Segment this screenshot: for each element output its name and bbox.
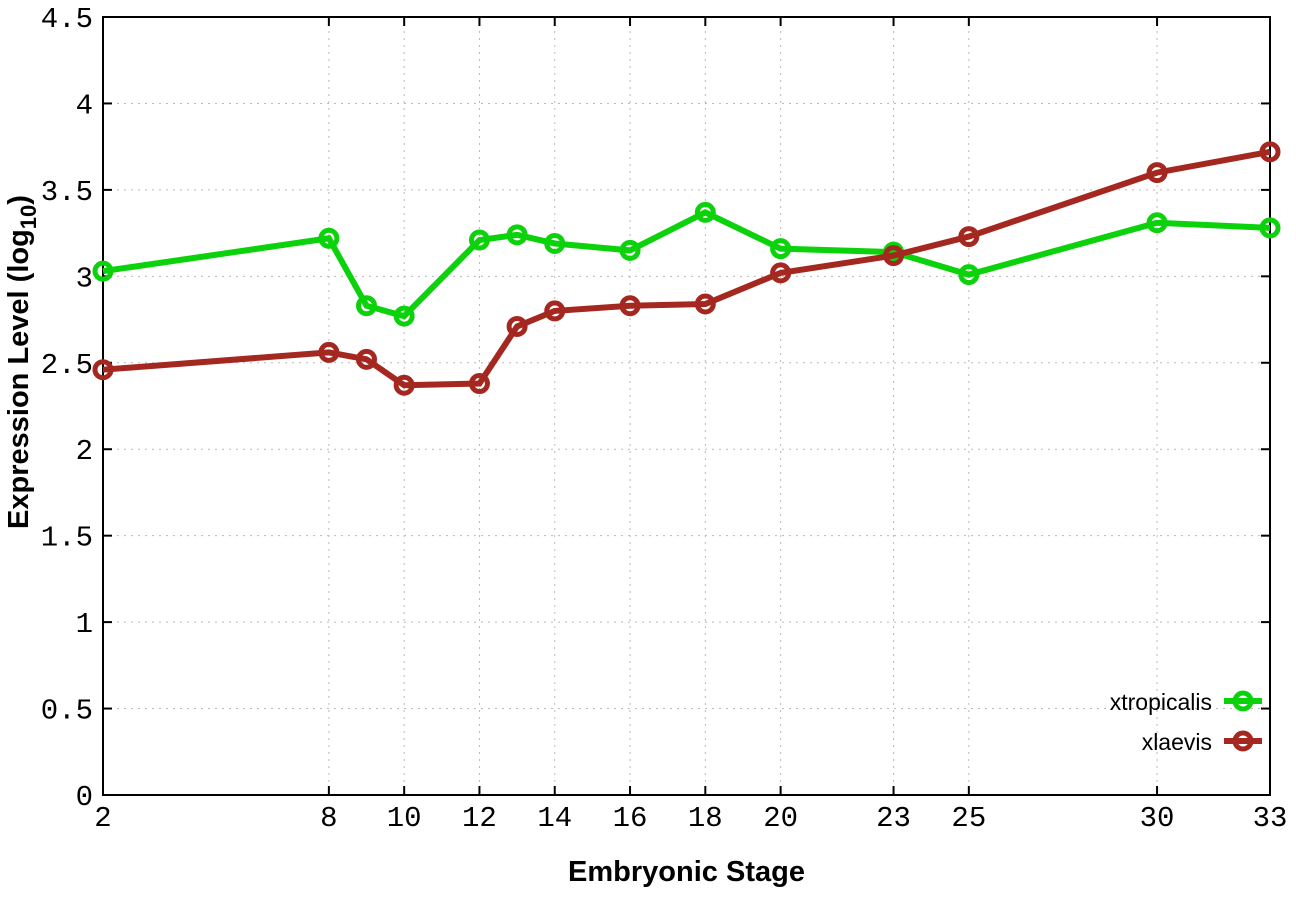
data-point-xlaevis [92, 359, 114, 381]
series-line-xtropicalis [102, 209, 1271, 320]
data-point-xtropicalis [958, 264, 980, 286]
y-tick-label: 4 [76, 89, 93, 122]
data-point-xlaevis [356, 348, 378, 370]
data-point-xlaevis [770, 262, 792, 284]
data-point-xlaevis [1259, 141, 1281, 163]
data-point-xtropicalis [619, 239, 641, 261]
data-point-xtropicalis [318, 227, 340, 249]
legend-entry-xlaevis: xlaevis [1142, 729, 1262, 755]
plot-border [102, 16, 1271, 796]
data-point-xtropicalis [544, 232, 566, 254]
data-point-xtropicalis [468, 229, 490, 251]
x-tick-label: 2 [94, 802, 111, 835]
data-point-xlaevis [1146, 162, 1168, 184]
plot-border-rect [102, 16, 1271, 796]
data-point-xtropicalis [92, 260, 114, 282]
legend-label: xtropicalis [1110, 689, 1212, 715]
x-tick-label: 30 [1140, 802, 1175, 835]
data-point-xtropicalis [1146, 212, 1168, 234]
x-tick-label: 18 [688, 802, 723, 835]
axis-tick-labels: 2 8 10 12 14 16 18 20 23 25 30 33 0 0.5 1 1.5 2 2.5 3 3.5 4 4… [41, 3, 1288, 835]
data-point-xtropicalis [393, 305, 415, 327]
data-point-xtropicalis [694, 201, 716, 223]
y-tick-label: 1.5 [41, 522, 93, 555]
data-point-xlaevis [958, 226, 980, 248]
y-tick-label: 2.5 [41, 349, 93, 382]
data-point-xtropicalis [1259, 217, 1281, 239]
x-tick-label: 20 [763, 802, 798, 835]
y-tick-label: 3 [76, 262, 93, 295]
y-tick-label: 1 [76, 608, 93, 641]
y-axis-title: Expression Level (log10) [3, 195, 41, 529]
legend: xtropicalis xlaevis [1110, 689, 1262, 755]
axis-ticks [102, 16, 1271, 796]
x-tick-label: 25 [951, 802, 986, 835]
data-point-xlaevis [506, 315, 528, 337]
legend-marker-icon [1232, 730, 1254, 752]
data-point-xlaevis [318, 341, 340, 363]
grid-lines [103, 17, 1270, 795]
x-axis-title: Embryonic Stage [568, 856, 805, 888]
data-point-xtropicalis [506, 224, 528, 246]
series-line-xlaevis [102, 148, 1271, 389]
series-xtropicalis [92, 201, 1281, 327]
data-point-xlaevis [393, 374, 415, 396]
x-tick-label: 16 [613, 802, 648, 835]
x-tick-label: 10 [387, 802, 422, 835]
data-point-xlaevis [883, 245, 905, 267]
y-tick-label: 0 [76, 781, 93, 814]
data-point-xlaevis [694, 293, 716, 315]
data-point-xlaevis [619, 295, 641, 317]
data-point-xtropicalis [770, 238, 792, 260]
x-tick-label: 23 [876, 802, 911, 835]
x-tick-label: 14 [537, 802, 572, 835]
data-series [92, 141, 1281, 396]
y-tick-label: 2 [76, 435, 93, 468]
data-point-xlaevis [468, 373, 490, 395]
data-point-xtropicalis [356, 295, 378, 317]
data-point-xlaevis [544, 300, 566, 322]
x-tick-label: 8 [320, 802, 337, 835]
legend-marker-icon [1232, 690, 1254, 712]
y-tick-label: 3.5 [41, 176, 93, 209]
legend-entry-xtropicalis: xtropicalis [1110, 689, 1262, 715]
series-xlaevis [92, 141, 1281, 396]
y-tick-label: 4.5 [41, 3, 93, 36]
y-tick-label: 0.5 [41, 695, 93, 728]
legend-label: xlaevis [1142, 729, 1212, 755]
x-tick-label: 33 [1253, 802, 1288, 835]
x-tick-label: 12 [462, 802, 497, 835]
